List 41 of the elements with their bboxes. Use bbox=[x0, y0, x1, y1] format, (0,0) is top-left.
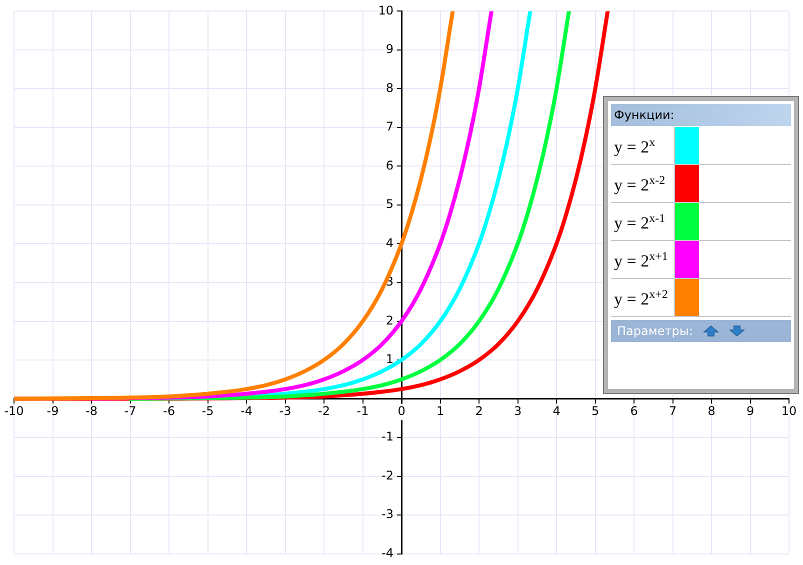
x-tick-label: -6 bbox=[163, 404, 175, 418]
x-tick-label: 4 bbox=[552, 404, 560, 418]
x-tick-label: -2 bbox=[318, 404, 330, 418]
y-tick-label: 10 bbox=[378, 3, 394, 18]
legend-label: y = 2$^{x-2}$ bbox=[611, 165, 675, 202]
y-tick-label: 7 bbox=[386, 120, 394, 134]
y-tick-label: 1 bbox=[386, 352, 394, 366]
y-tick-label: 6 bbox=[386, 158, 394, 172]
x-tick-label: -1 bbox=[356, 404, 369, 418]
x-tick-label: 8 bbox=[708, 404, 716, 418]
x-tick-label: -7 bbox=[124, 404, 136, 418]
y-tick-label: -2 bbox=[382, 468, 394, 482]
legend-label: y = 2$^{x-1}$ bbox=[611, 203, 675, 240]
x-tick-label: 1 bbox=[436, 404, 444, 418]
y-tick-label: -3 bbox=[382, 507, 394, 522]
x-tick-label: -5 bbox=[202, 404, 214, 418]
y-tick-label: -1 bbox=[382, 430, 394, 444]
x-tick-label: -3 bbox=[279, 404, 292, 418]
x-tick-label: 10 bbox=[781, 404, 797, 418]
x-tick-label: 5 bbox=[591, 404, 600, 418]
y-tick-label: 9 bbox=[386, 42, 394, 56]
x-tick-label: 9 bbox=[746, 404, 754, 418]
x-tick-label: 0 bbox=[398, 404, 406, 418]
x-tick-label: -10 bbox=[4, 404, 24, 418]
x-tick-label: 6 bbox=[630, 404, 638, 418]
annotation: Параметры: bbox=[617, 324, 693, 338]
y-tick-label: 5 bbox=[386, 197, 394, 212]
legend-label: y = 2$^{x+2}$ bbox=[611, 279, 675, 316]
y-tick-label: -4 bbox=[382, 546, 394, 560]
x-tick-label: 7 bbox=[668, 404, 677, 418]
y-tick-label: 2 bbox=[386, 313, 394, 328]
x-tick-label: -8 bbox=[86, 404, 98, 418]
y-tick-label: 4 bbox=[386, 236, 394, 250]
legend-label: y = 2$^{x+1}$ bbox=[611, 241, 675, 278]
x-tick-label: -4 bbox=[240, 404, 252, 418]
x-tick-label: -9 bbox=[46, 404, 59, 418]
legend-label: y = 2$^{x}$ bbox=[611, 127, 675, 164]
y-tick-label: 8 bbox=[386, 80, 394, 95]
legend-title: Функции: bbox=[614, 108, 674, 122]
x-tick-label: 2 bbox=[475, 404, 483, 418]
x-tick-label: 3 bbox=[514, 404, 522, 418]
